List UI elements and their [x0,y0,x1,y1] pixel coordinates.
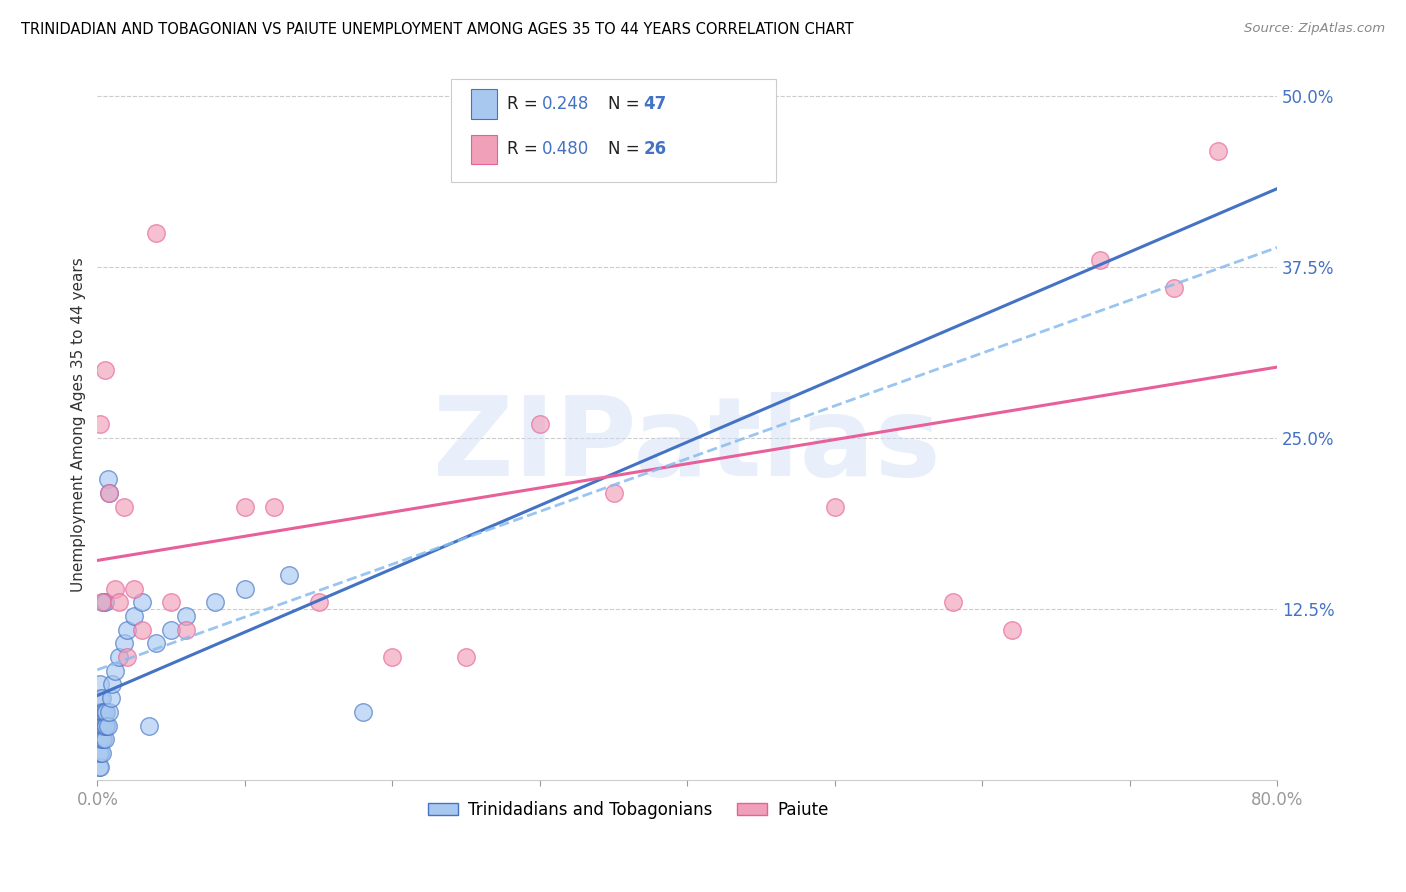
Point [160,623,183,637]
Point [942,595,965,609]
Point [352,705,374,719]
Text: R =: R = [506,140,543,159]
Point [87,746,110,760]
Point [98,486,121,500]
Point [93,732,115,747]
Point [824,500,846,514]
Legend: Trinidadians and Tobagonians, Paiute: Trinidadians and Tobagonians, Paiute [422,794,835,825]
Point [89,746,111,760]
Y-axis label: Unemployment Among Ages 35 to 44 years: Unemployment Among Ages 35 to 44 years [72,257,86,591]
Point [122,609,145,624]
Point [89,759,111,773]
Text: TRINIDADIAN AND TOBAGONIAN VS PAIUTE UNEMPLOYMENT AMONG AGES 35 TO 44 YEARS CORR: TRINIDADIAN AND TOBAGONIAN VS PAIUTE UNE… [21,22,853,37]
Point [308,595,330,609]
Point [278,568,301,582]
Text: N =: N = [609,95,645,113]
Point [131,623,153,637]
Point [87,718,110,732]
Point [90,595,112,609]
Point [91,718,114,732]
Point [93,362,115,376]
Point [174,609,197,624]
Point [100,691,122,706]
Text: 0.248: 0.248 [543,95,589,113]
Bar [471,89,498,120]
Point [96,705,118,719]
Point [381,650,404,665]
Point [602,486,624,500]
Point [138,718,160,732]
Point [89,691,111,706]
Point [93,595,115,609]
Point [89,732,111,747]
Point [96,718,118,732]
Point [263,500,285,514]
Text: N =: N = [609,140,645,159]
Point [87,705,110,719]
Point [108,595,131,609]
Point [97,472,120,486]
Point [174,623,197,637]
Point [91,595,114,609]
Text: 26: 26 [644,140,666,159]
Point [97,718,120,732]
Bar [471,135,498,164]
Point [91,705,114,719]
Point [90,691,112,706]
Point [90,705,112,719]
Point [87,732,110,747]
Text: ZIPatlas: ZIPatlas [433,392,941,500]
Text: R =: R = [506,95,543,113]
Point [454,650,477,665]
Point [89,677,111,691]
Point [233,500,256,514]
Point [1001,623,1024,637]
Point [122,582,145,596]
Point [89,417,111,432]
Point [98,705,121,719]
Point [104,582,127,596]
Point [91,732,114,747]
Text: Source: ZipAtlas.com: Source: ZipAtlas.com [1244,22,1385,36]
Point [160,595,183,609]
Point [89,718,111,732]
Point [115,650,138,665]
Text: 0.480: 0.480 [543,140,589,159]
Point [145,226,167,240]
Point [108,650,131,665]
Point [89,705,111,719]
Point [104,664,127,678]
Point [87,759,110,773]
Point [529,417,551,432]
Point [1206,144,1229,158]
Point [90,718,112,732]
Point [145,636,167,650]
Point [115,623,138,637]
Point [204,595,226,609]
Point [1090,253,1112,268]
Point [233,582,256,596]
Point [101,677,124,691]
Point [98,486,121,500]
Point [90,732,112,747]
Point [90,746,112,760]
Point [93,718,115,732]
Point [112,636,135,650]
Point [131,595,153,609]
Point [93,705,115,719]
Text: 47: 47 [644,95,666,113]
Point [1163,280,1185,294]
Point [112,500,135,514]
FancyBboxPatch shape [451,79,776,182]
